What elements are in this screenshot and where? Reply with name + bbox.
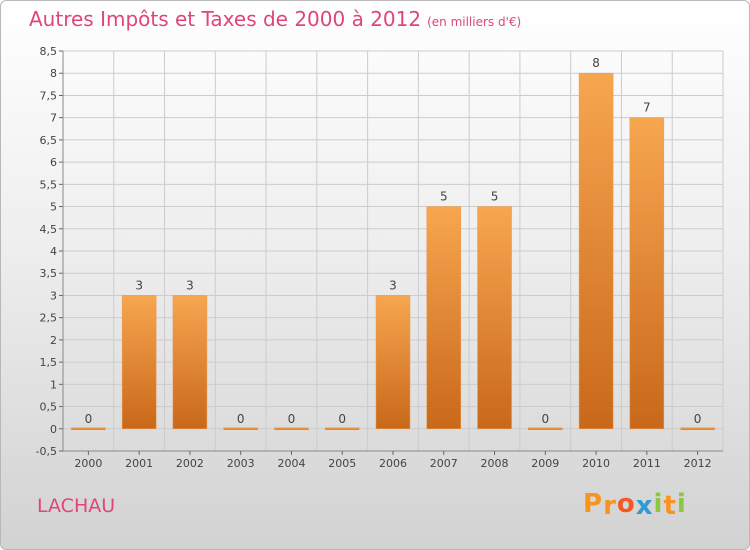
data-label: 5 [440, 190, 448, 204]
chart-title-text: Autres Impôts et Taxes de 2000 à 2012 [29, 7, 422, 31]
bar [426, 206, 462, 430]
bar [274, 427, 309, 431]
y-tick-label: 4,5 [40, 223, 58, 236]
data-label: 8 [592, 56, 600, 70]
logo-letter: r [603, 491, 617, 521]
data-label: 3 [135, 278, 143, 292]
bar [528, 427, 563, 431]
y-tick-label: 2 [50, 334, 57, 347]
x-tick-label: 2010 [582, 457, 610, 470]
logo-letter: P [583, 489, 604, 519]
data-label: 3 [389, 278, 397, 292]
x-tick-label: 2002 [176, 457, 204, 470]
y-tick-label: 1 [50, 378, 57, 391]
y-tick-label: 7 [50, 112, 57, 125]
data-label: 7 [643, 101, 651, 115]
logo-letter: i [676, 489, 687, 519]
y-tick-label: 3,5 [40, 267, 58, 280]
bar [578, 72, 614, 430]
x-tick-label: 2008 [481, 457, 509, 470]
town-name: LACHAU [37, 495, 116, 517]
y-tick-label: 3 [50, 289, 57, 302]
bar [629, 117, 665, 430]
x-tick-label: 2011 [633, 457, 661, 470]
logo-letter: i [653, 489, 664, 519]
x-tick-label: 2006 [379, 457, 407, 470]
y-tick-label: 8 [50, 67, 57, 80]
logo-letter: o [616, 489, 636, 519]
bar [375, 295, 411, 430]
x-tick-label: 2005 [328, 457, 356, 470]
data-label: 0 [694, 412, 702, 426]
data-label: 0 [288, 412, 296, 426]
x-tick-label: 2009 [531, 457, 559, 470]
data-label: 5 [491, 190, 499, 204]
y-tick-label: 5,5 [40, 178, 58, 191]
y-tick-label: 2,5 [40, 312, 58, 325]
bar [324, 427, 360, 431]
y-tick-label: 0 [50, 423, 57, 436]
bar [172, 295, 208, 430]
data-label: 0 [85, 412, 93, 426]
data-label: 0 [541, 412, 549, 426]
y-tick-label: 4 [50, 245, 57, 258]
data-label: 0 [338, 412, 346, 426]
bar [121, 295, 157, 430]
y-tick-label: 6 [50, 156, 57, 169]
x-tick-label: 2007 [430, 457, 458, 470]
chart-title: Autres Impôts et Taxes de 2000 à 2012 (en… [29, 7, 521, 31]
proxiti-logo: Proxiti [583, 489, 687, 521]
y-tick-label: 6,5 [40, 134, 58, 147]
bar [680, 427, 715, 431]
data-label: 3 [186, 278, 194, 292]
bar [223, 427, 258, 431]
y-tick-label: 0,5 [40, 401, 58, 414]
y-tick-label: 5 [50, 201, 57, 214]
y-tick-label: 7,5 [40, 89, 58, 102]
logo-letter: t [663, 491, 677, 521]
bar [477, 206, 512, 430]
logo-letter: x [635, 491, 654, 521]
data-label: 0 [237, 412, 245, 426]
x-tick-label: 2001 [125, 457, 153, 470]
x-tick-label: 2000 [74, 457, 102, 470]
x-tick-label: 2004 [277, 457, 305, 470]
x-tick-label: 2003 [227, 457, 255, 470]
y-tick-label: -0,5 [36, 445, 57, 458]
x-tick-label: 2012 [684, 457, 712, 470]
y-tick-label: 8,5 [40, 45, 58, 58]
bar [71, 427, 106, 431]
chart-unit-label: (en milliers d'€) [427, 15, 522, 29]
y-tick-label: 1,5 [40, 356, 58, 369]
